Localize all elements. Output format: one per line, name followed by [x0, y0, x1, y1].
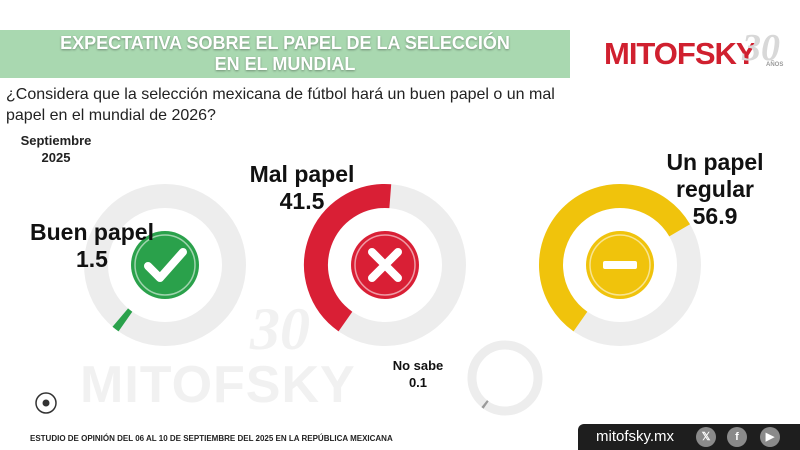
watermark-logo: MITOFSKY: [80, 356, 356, 414]
icon-disc-buen: [131, 231, 199, 299]
label-no-sabe-value: 0.1: [408, 375, 428, 390]
slice-buen: [112, 308, 133, 332]
watermark-anniversary: 30: [250, 296, 310, 362]
study-footnote: ESTUDIO DE OPINIÓN DEL 06 AL 10 DE SEPTI…: [30, 434, 393, 443]
youtube-icon[interactable]: ▶: [760, 427, 780, 447]
slice-no-sabe: [481, 400, 489, 409]
label-buen-papel: Buen papel 1.5: [22, 219, 162, 273]
check-icon: [144, 248, 187, 282]
minus-icon: [603, 261, 637, 269]
label-mal-papel-value: 41.5: [279, 188, 325, 214]
icon-disc-rim-mal: [354, 234, 416, 296]
ring-track-buen: [84, 184, 246, 346]
survey-question: ¿Considera que la selección mexicana de …: [6, 86, 555, 124]
label-mal-papel-name: Mal papel: [249, 161, 355, 187]
label-buen-papel-value: 1.5: [76, 246, 108, 272]
label-regular: Un papel regular 56.9: [640, 149, 790, 230]
label-mal-papel: Mal papel 41.5: [232, 161, 372, 215]
ring-track-no-sabe: [467, 340, 543, 416]
label-regular-value: 56.9: [692, 203, 738, 229]
survey-date: Septiembre 2025: [6, 132, 106, 166]
survey-date-month: Septiembre: [20, 133, 92, 148]
icon-disc-rim-buen: [134, 234, 196, 296]
page-title: EXPECTATIVA SOBRE EL PAPEL DE LA SELECCI…: [0, 33, 570, 75]
title-banner: [0, 30, 570, 78]
slice-mal: [304, 184, 392, 332]
x-logo-icon[interactable]: 𝕏: [696, 427, 716, 447]
logo-word: MITOFSKY: [604, 36, 757, 71]
x-icon: [368, 248, 402, 282]
survey-date-year: 2025: [41, 150, 71, 165]
slice-regular: [539, 184, 691, 332]
label-regular-name-2: regular: [676, 176, 754, 202]
page-title-line2: EN EL MUNDIAL: [214, 54, 356, 74]
label-no-sabe-name: No sabe: [392, 358, 444, 373]
logo-anniversary-label: AÑOS: [766, 62, 784, 68]
label-regular-name-1: Un papel: [666, 149, 764, 175]
soccer-ball-patch-icon: [42, 399, 50, 407]
facebook-icon[interactable]: f: [727, 427, 747, 447]
site-link[interactable]: mitofsky.mx: [596, 428, 675, 445]
label-no-sabe: No sabe 0.1: [388, 357, 448, 391]
page-title-line1: EXPECTATIVA SOBRE EL PAPEL DE LA SELECCI…: [60, 33, 510, 53]
logo-anniversary: 30: [742, 27, 780, 69]
label-buen-papel-name: Buen papel: [30, 219, 154, 245]
mitofsky-logo: MITOFSKY 30 AÑOS: [604, 27, 794, 78]
icon-disc-rim-regular: [589, 234, 651, 296]
